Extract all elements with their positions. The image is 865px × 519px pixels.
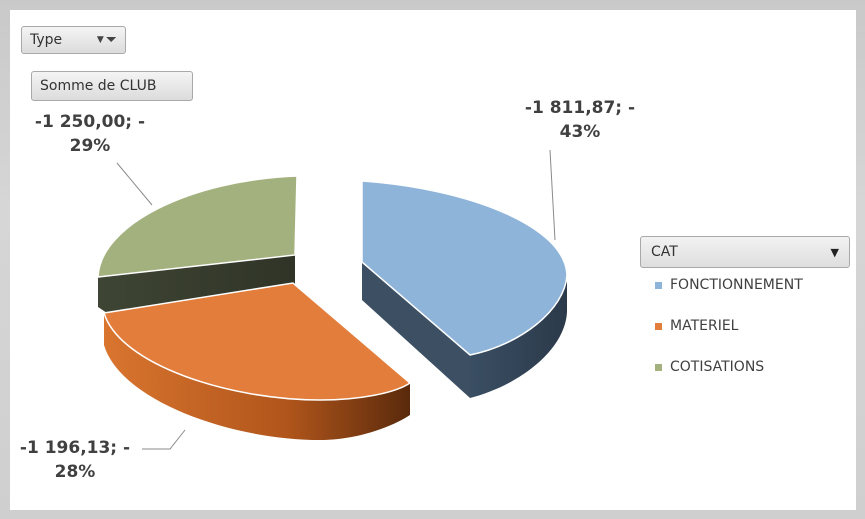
data-label-cotisations-percent: 29% [69,136,111,156]
legend-swatch-cotisations [655,363,662,371]
data-label-materiel-percent: 28% [54,462,96,482]
type-filter-button[interactable]: Type ▼ ⏷ [21,26,126,54]
leader-line-fonctionnement [549,149,556,241]
dropdown-arrow-icon: ▼ [96,35,104,45]
legend-title: CAT [651,244,678,260]
legend-item-fonctionnement: FONCTIONNEMENT [655,277,803,293]
legend-swatch-materiel [655,322,662,330]
leader-line-cotisations [116,162,153,206]
data-label-materiel-value: -1 196,13; - [19,438,131,458]
legend-item-cotisations: COTISATIONS [655,359,764,375]
data-label-fonctionnement-value: -1 811,87; - [524,98,636,118]
data-label-cotisations: -1 250,00; - 29% [30,110,150,158]
slice-cotisations-side [98,255,295,313]
type-filter-label: Type [30,32,63,48]
legend-label-materiel: MATERIEL [670,318,739,334]
slice-fonctionnement-side [470,275,567,398]
data-label-fonctionnement: -1 811,87; - 43% [520,96,640,144]
legend-swatch-fonctionnement [655,281,662,289]
legend-label-cotisations: COTISATIONS [670,359,765,375]
slice-fonctionnement-inner-side [362,262,470,398]
legend-cat-filter[interactable]: CAT ▼ [640,236,850,268]
leader-line-materiel [142,429,186,450]
legend-label-fonctionnement: FONCTIONNEMENT [670,277,803,293]
values-field-button[interactable]: Somme de CLUB [31,71,193,101]
slice-materiel [103,282,412,401]
legend-item-materiel: MATERIEL [655,318,738,334]
data-label-cotisations-value: -1 250,00; - [34,112,146,132]
data-label-fonctionnement-percent: 43% [559,122,601,142]
values-field-label: Somme de CLUB [40,78,157,94]
slice-cotisations [97,175,298,278]
filter-funnel-icon: ⏷ [105,32,117,48]
data-label-materiel: -1 196,13; - 28% [15,436,135,484]
chevron-down-icon: ▼ [830,245,839,259]
slice-fonctionnement [361,180,568,356]
slice-materiel-side [104,313,410,440]
